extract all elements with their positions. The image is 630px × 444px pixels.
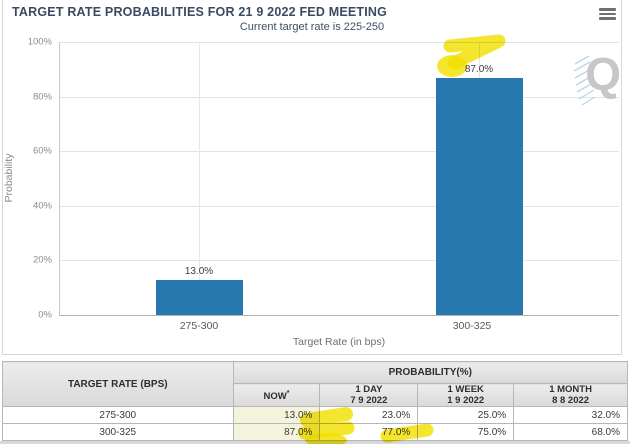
bar-300-325[interactable] (435, 77, 523, 315)
x-category-label: 300-325 (452, 320, 492, 332)
watermark-q-letter: Q (585, 48, 621, 100)
x-axis-line (59, 315, 619, 316)
y-axis-line (59, 42, 60, 315)
y-tick-100: 100% (27, 36, 52, 48)
table-row-275-300: 275-300 13.0% 23.0% 25.0% 32.0% (2, 406, 628, 424)
bar-value-label: 87.0% (464, 63, 494, 75)
col-header-1-month: 1 MONTH 8 8 2022 (513, 383, 628, 407)
cell-rate: 300-325 (2, 423, 234, 441)
y-axis-ticks: 0% 20% 40% 60% 80% 100% (3, 37, 55, 321)
col-header-target-rate: TARGET RATE (BPS) (2, 361, 234, 407)
col-header-1-day: 1 DAY 7 9 2022 (319, 383, 419, 407)
cell-1-month: 68.0% (513, 423, 628, 441)
bar-group-275-300: 13.0% (155, 42, 243, 315)
quikstrike-watermark: Q (573, 48, 623, 106)
col-group-header-probability: PROBABILITY(%) (232, 361, 629, 384)
bar-275-300[interactable] (155, 279, 243, 315)
col-header-now: NOW* (232, 383, 321, 407)
bar-value-label: 13.0% (184, 265, 214, 277)
table-row-300-325: 300-325 87.0% 77.0% 75.0% 68.0% (2, 423, 628, 441)
watermark-hatch-lines (573, 55, 596, 106)
bar-group-300-325: 87.0% (435, 42, 523, 315)
hamburger-menu-icon[interactable] (599, 8, 616, 22)
gridline (199, 42, 200, 315)
y-tick-40: 40% (32, 200, 52, 212)
x-category-label: 275-300 (179, 320, 219, 332)
y-tick-20: 20% (32, 254, 52, 266)
gridline (59, 205, 619, 207)
chart-title: TARGET RATE PROBABILITIES FOR 21 9 2022 … (12, 5, 388, 19)
cell-1-week: 25.0% (417, 406, 515, 424)
gridline (59, 151, 619, 153)
cell-1-week: 75.0% (417, 423, 515, 441)
cell-rate: 275-300 (2, 406, 234, 424)
chart-panel: TARGET RATE PROBABILITIES FOR 21 9 2022 … (2, 0, 622, 355)
cell-1-day: 77.0% (319, 423, 419, 441)
y-tick-60: 60% (32, 145, 52, 157)
gridline (59, 42, 619, 43)
plot-area: 13.0% 87.0% (59, 42, 619, 316)
gridline (59, 260, 619, 262)
cell-1-month: 32.0% (513, 406, 628, 424)
cell-now: 13.0% (232, 406, 321, 424)
x-axis-title: Target Rate (in bps) (292, 336, 386, 348)
cell-now: 87.0% (232, 423, 321, 441)
y-tick-0: 0% (38, 309, 52, 321)
y-tick-80: 80% (32, 91, 52, 103)
cell-1-day: 23.0% (319, 406, 419, 424)
col-header-1-week: 1 WEEK 1 9 2022 (417, 383, 515, 407)
probability-table: TARGET RATE (BPS) PROBABILITY(%) NOW* 1 … (2, 361, 629, 441)
gridline (59, 96, 619, 98)
chart-subtitle: Current target rate is 225-250 (239, 21, 385, 33)
